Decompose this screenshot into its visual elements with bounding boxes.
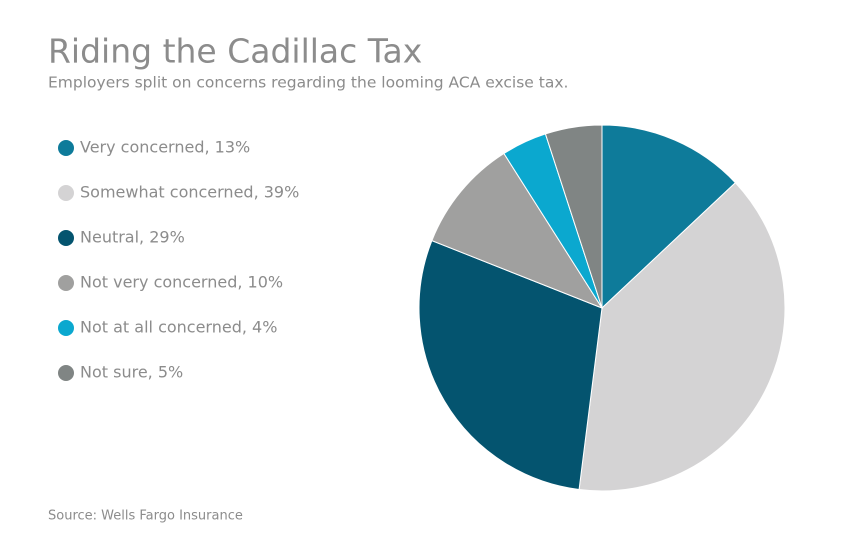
legend-marker xyxy=(58,230,74,246)
legend-marker xyxy=(58,275,74,291)
legend-marker xyxy=(58,365,74,381)
legend-label: Neutral, 29% xyxy=(80,228,185,247)
pie-slice xyxy=(601,124,737,310)
legend-label: Somewhat concerned, 39% xyxy=(80,183,299,202)
pie-slice xyxy=(418,239,603,491)
pie-slice xyxy=(578,182,786,492)
legend-marker xyxy=(58,185,74,201)
legend-label: Very concerned, 13% xyxy=(80,138,250,157)
legend-marker xyxy=(58,320,74,336)
pie-slice xyxy=(544,124,603,309)
pie-slice xyxy=(431,152,604,310)
legend-marker xyxy=(58,140,74,156)
legend-label: Not very concerned, 10% xyxy=(80,273,283,292)
source-note: Source: Wells Fargo Insurance xyxy=(48,509,243,524)
legend-label: Not at all concerned, 4% xyxy=(80,318,277,337)
chart-subtitle: Employers split on concerns regarding th… xyxy=(48,74,568,92)
chart-title: Riding the Cadillac Tax xyxy=(48,32,422,71)
legend-label: Not sure, 5% xyxy=(80,363,183,382)
